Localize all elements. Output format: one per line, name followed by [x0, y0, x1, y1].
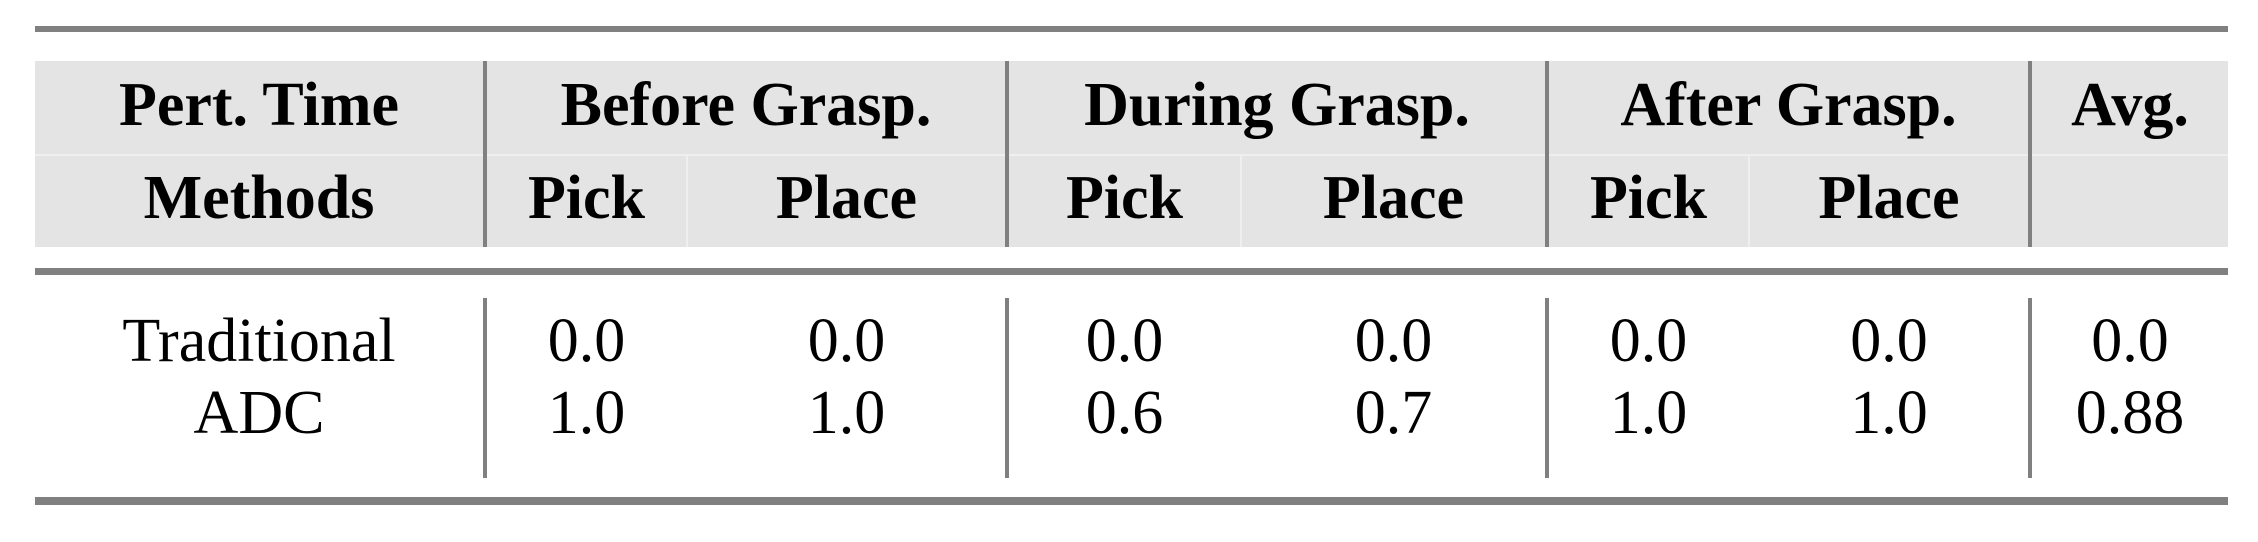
header-group-before-grasp: Before Grasp.	[560, 71, 932, 139]
cell-traditional-before-pick: 0.0	[547, 307, 626, 375]
cell-adc-during-place: 0.7	[1354, 379, 1433, 447]
cell-adc-after-pick: 1.0	[1609, 379, 1688, 447]
cell-adc-before-place: 1.0	[807, 379, 886, 447]
cell-traditional-after-pick: 0.0	[1609, 307, 1688, 375]
faint-divider-before-group	[686, 154, 688, 247]
row-label-adc: ADC	[193, 379, 325, 447]
cell-adc-during-pick: 0.6	[1085, 379, 1164, 447]
header-before-place: Place	[775, 164, 918, 232]
header-group-after-grasp: After Grasp.	[1620, 71, 1957, 139]
cell-traditional-avg: 0.0	[2091, 307, 2169, 375]
table-mid-rule	[35, 268, 2228, 275]
faint-divider-during-group	[1240, 154, 1242, 247]
column-divider-4-header	[2028, 61, 2032, 247]
header-group-during-grasp: During Grasp.	[1084, 71, 1470, 139]
faint-divider-after-group	[1748, 154, 1750, 247]
cell-traditional-during-place: 0.0	[1354, 307, 1433, 375]
cell-adc-avg: 0.88	[2075, 379, 2185, 447]
header-avg: Avg.	[2071, 71, 2189, 139]
column-divider-3-header	[1545, 61, 1549, 247]
header-stub-line1: Pert. Time	[118, 71, 400, 139]
header-during-place: Place	[1322, 164, 1465, 232]
row-label-traditional: Traditional	[122, 307, 396, 375]
cell-traditional-after-place: 0.0	[1850, 307, 1928, 375]
column-divider-2-header	[1005, 61, 1009, 247]
column-divider-1-body	[483, 298, 487, 478]
column-divider-2-body	[1005, 298, 1009, 478]
header-after-pick: Pick	[1589, 164, 1708, 232]
header-during-pick: Pick	[1065, 164, 1184, 232]
header-row-divider	[35, 154, 2228, 156]
header-before-pick: Pick	[527, 164, 646, 232]
cell-adc-after-place: 1.0	[1850, 379, 1928, 447]
header-after-place: Place	[1818, 164, 1960, 232]
column-divider-3-body	[1545, 298, 1549, 478]
table-bottom-rule	[35, 497, 2228, 505]
column-divider-4-body	[2028, 298, 2032, 478]
header-stub-line2: Methods	[143, 164, 375, 232]
table-top-rule	[35, 26, 2228, 32]
cell-traditional-during-pick: 0.0	[1085, 307, 1164, 375]
column-divider-1-header	[483, 61, 487, 247]
cell-traditional-before-place: 0.0	[807, 307, 886, 375]
cell-adc-before-pick: 1.0	[547, 379, 626, 447]
